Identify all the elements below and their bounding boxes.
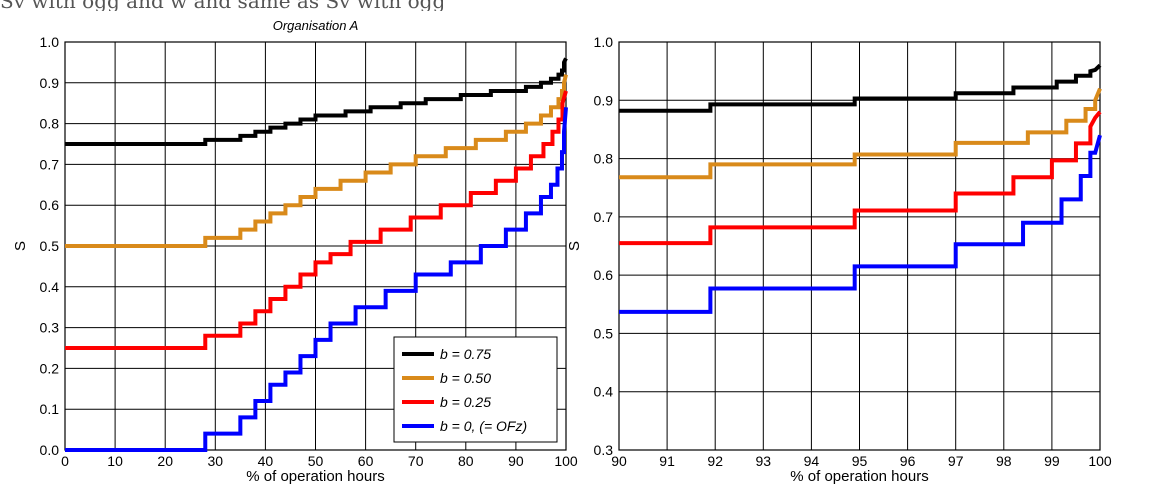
- plot-frame: [618, 41, 1101, 451]
- series-line-3: [619, 110, 1102, 246]
- y-tick-label: 0.4: [40, 279, 60, 295]
- y-tick-label: 0.5: [40, 238, 60, 254]
- x-tick-label: 97: [948, 453, 964, 469]
- x-tick-label: 96: [900, 453, 916, 469]
- x-tick-label: 91: [659, 453, 675, 469]
- legend-label: b = 0.75: [440, 346, 491, 362]
- y-tick-label: 0.9: [594, 92, 614, 108]
- series-line-1: [619, 63, 1102, 113]
- x-tick-label: 94: [804, 453, 820, 469]
- chart-title: Organisation A: [273, 18, 359, 33]
- y-tick-label: 0.6: [594, 267, 614, 283]
- x-axis-label: % of operation hours: [246, 468, 384, 485]
- legend-label: b = 0, (= OFz): [440, 418, 527, 434]
- y-tick-label: 0.7: [40, 156, 60, 172]
- x-tick-label: 92: [707, 453, 723, 469]
- x-tick-label: 98: [996, 453, 1012, 469]
- x-axis-label: % of operation hours: [790, 468, 928, 485]
- y-tick-label: 0.0: [40, 442, 60, 458]
- y-tick-label: 0.8: [594, 151, 614, 167]
- x-tick-label: 40: [258, 453, 274, 469]
- legend: b = 0.75 b = 0.50 b = 0.25 b = 0, (= OFz): [393, 336, 558, 443]
- y-tick-label: 0.7: [594, 209, 614, 225]
- series-line-1: [65, 57, 568, 146]
- x-tick-label: 100: [1088, 453, 1112, 469]
- y-tick-label: 0.9: [40, 75, 60, 91]
- y-tick-label: 0.4: [594, 384, 614, 400]
- x-tick-label: 90: [508, 453, 524, 469]
- series-line-4: [619, 134, 1102, 314]
- x-tick-label: 0: [61, 453, 69, 469]
- x-tick-label: 10: [107, 453, 123, 469]
- chart-1: 0 10 20 30 40 50 60 70 80 90 100 0.0 0.1 0.2 0.3 0.4 0.5…: [12, 18, 578, 485]
- x-tick-label: 93: [756, 453, 772, 469]
- y-tick-label: 0.1: [40, 401, 60, 417]
- x-tick-label: 95: [852, 453, 868, 469]
- x-tick-label: 30: [208, 453, 224, 469]
- y-tick-label: 1.0: [40, 34, 60, 50]
- x-tick-label: 90: [611, 453, 627, 469]
- y-tick-label: 0.3: [40, 320, 60, 336]
- y-tick-label: 0.2: [40, 360, 60, 376]
- y-tick-label: 0.6: [40, 197, 60, 213]
- series-line-4: [65, 107, 568, 452]
- x-tick-label: 50: [308, 453, 324, 469]
- x-tick-label: 20: [157, 453, 173, 469]
- x-tick-label: 70: [408, 453, 424, 469]
- x-tick-label: 100: [554, 453, 578, 469]
- y-axis-label: S: [566, 241, 583, 251]
- x-tick-label: 60: [358, 453, 374, 469]
- page-caption: Sv with ogg and w and same as Sv with og…: [0, 0, 640, 11]
- y-tick-label: 1.0: [594, 34, 614, 50]
- y-tick-label: 0.3: [594, 442, 614, 458]
- series-line-3: [65, 90, 568, 350]
- series-line-2: [619, 87, 1102, 180]
- x-tick-label: 99: [1044, 453, 1060, 469]
- x-tick-label: 80: [458, 453, 474, 469]
- series-line-2: [65, 74, 568, 248]
- chart-2: 90 91 92 93 94 95 96 97 98 99 100 0.3 0.4 0.5 0.6 0.7 0.…: [566, 34, 1112, 485]
- y-tick-label: 0.8: [40, 116, 60, 132]
- y-axis-label: S: [12, 241, 29, 251]
- legend-label: b = 0.25: [440, 394, 491, 410]
- legend-label: b = 0.50: [440, 370, 491, 386]
- y-tick-label: 0.5: [594, 325, 614, 341]
